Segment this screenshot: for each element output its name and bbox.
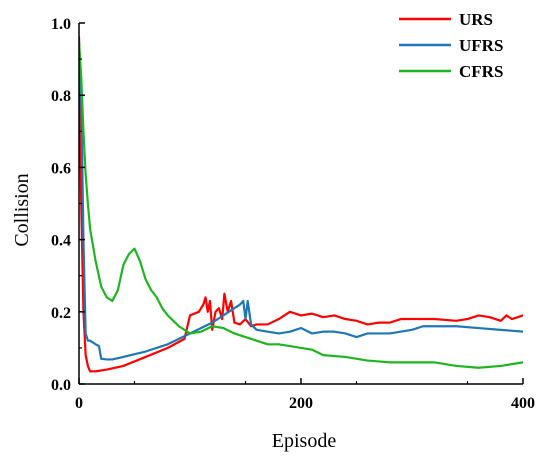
y-tick-label: 1.0 xyxy=(51,16,71,33)
y-tick-label: 0.0 xyxy=(51,377,71,394)
y-tick-label: 0.6 xyxy=(51,160,71,177)
y-axis-label: Collision xyxy=(11,173,33,246)
series-line-cfrs xyxy=(79,39,523,369)
legend-label: UFRS xyxy=(459,36,503,55)
series-line-ufrs xyxy=(79,39,523,361)
axes xyxy=(78,23,523,385)
plot-area xyxy=(79,36,523,373)
legend-item-cfrs: CFRS xyxy=(399,62,503,81)
series-line-urs xyxy=(79,36,523,373)
legend-label: CFRS xyxy=(459,62,503,81)
x-tick-label: 0 xyxy=(75,395,83,412)
tick-marks xyxy=(78,22,524,385)
legend: URS UFRS CFRS xyxy=(399,10,503,81)
legend-item-ufrs: UFRS xyxy=(399,36,503,55)
y-tick-label: 0.2 xyxy=(51,305,71,322)
y-tick-label: 0.4 xyxy=(51,233,71,250)
tick-labels: 0 200 400 0.0 0.2 0.4 0.6 0.8 1.0 xyxy=(51,16,535,412)
x-tick-label: 200 xyxy=(289,395,313,412)
x-tick-label: 400 xyxy=(511,395,535,412)
legend-label: URS xyxy=(459,10,493,29)
legend-item-urs: URS xyxy=(399,10,493,29)
x-axis-label: Episode xyxy=(272,430,337,452)
y-tick-label: 0.8 xyxy=(51,88,71,105)
